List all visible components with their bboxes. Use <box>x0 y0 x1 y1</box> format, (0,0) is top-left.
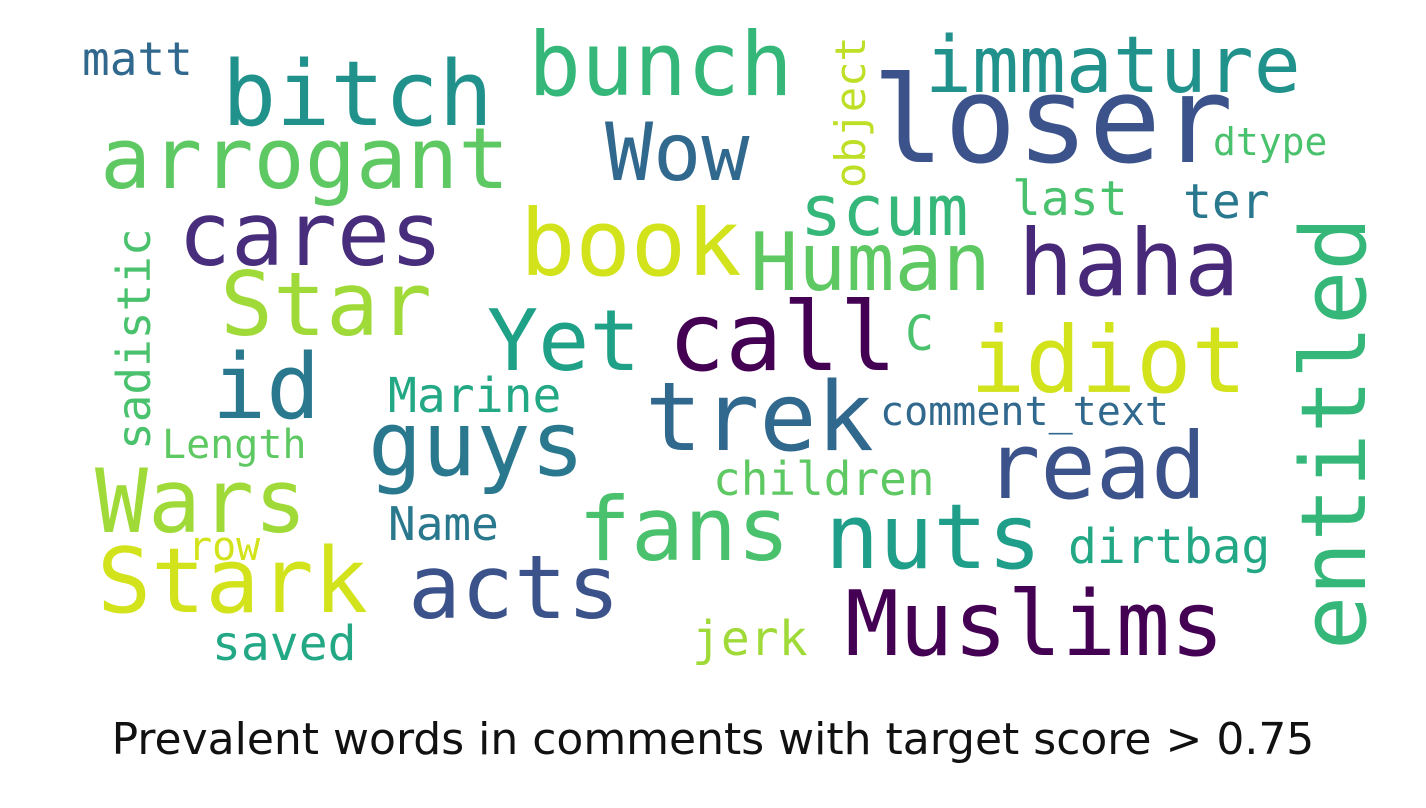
cloud-word-entitled: entitled <box>1282 217 1387 650</box>
cloud-word-bunch: bunch <box>528 13 793 116</box>
cloud-word-guys: guys <box>368 392 585 497</box>
cloud-word-object: object <box>826 36 875 188</box>
cloud-word-bitch: bitch <box>222 42 493 147</box>
cloud-word-c: C <box>905 306 934 362</box>
cloud-word-last: last <box>1012 171 1128 227</box>
cloud-word-id: id <box>212 335 320 440</box>
cloud-word-marine: Marine <box>388 368 561 424</box>
cloud-word-haha: haha <box>1018 210 1240 317</box>
cloud-word-jerk: jerk <box>692 611 808 667</box>
cloud-word-yet: Yet <box>487 292 641 391</box>
cloud-word-immature: immature <box>925 21 1301 111</box>
cloud-word-matt: matt <box>82 32 193 86</box>
cloud-word-ter: ter <box>1183 174 1270 230</box>
cloud-word-arrogant: arrogant <box>100 110 509 209</box>
cloud-word-stark: Stark <box>97 529 368 634</box>
cloud-word-length: Length <box>162 422 307 468</box>
cloud-word-cares: cares <box>178 183 443 286</box>
cloud-word-children: children <box>713 452 935 506</box>
cloud-word-trek: trek <box>645 363 874 473</box>
cloud-word-comment-text: comment_text <box>880 389 1169 435</box>
cloud-word-nuts: nuts <box>825 485 1042 590</box>
cloud-word-wow: Wow <box>605 106 750 199</box>
cloud-word-dtype: dtype <box>1213 120 1327 164</box>
cloud-word-call: call <box>668 283 897 393</box>
cloud-word-acts: acts <box>408 536 620 639</box>
cloud-word-star: Star <box>220 253 432 356</box>
cloud-word-dirtbag: dirtbag <box>1068 519 1270 575</box>
cloud-word-book: book <box>520 190 742 297</box>
cloud-word-muslims: Muslims <box>845 572 1224 677</box>
cloud-word-fans: fans <box>578 478 790 581</box>
cloud-word-idiot: idiot <box>970 307 1247 414</box>
cloud-word-read: read <box>985 413 1207 520</box>
word-cloud-caption: Prevalent words in comments with target … <box>111 714 1315 765</box>
cloud-word-loser: loser <box>872 52 1233 191</box>
cloud-word-name: Name <box>388 497 499 551</box>
cloud-word-sadistic: sadistic <box>107 228 161 450</box>
cloud-word-wars: Wars <box>95 450 307 553</box>
cloud-word-scum: scum <box>800 170 969 252</box>
cloud-word-row: row <box>188 524 261 570</box>
cloud-word-human: Human <box>750 216 991 309</box>
cloud-word-saved: saved <box>212 616 357 672</box>
